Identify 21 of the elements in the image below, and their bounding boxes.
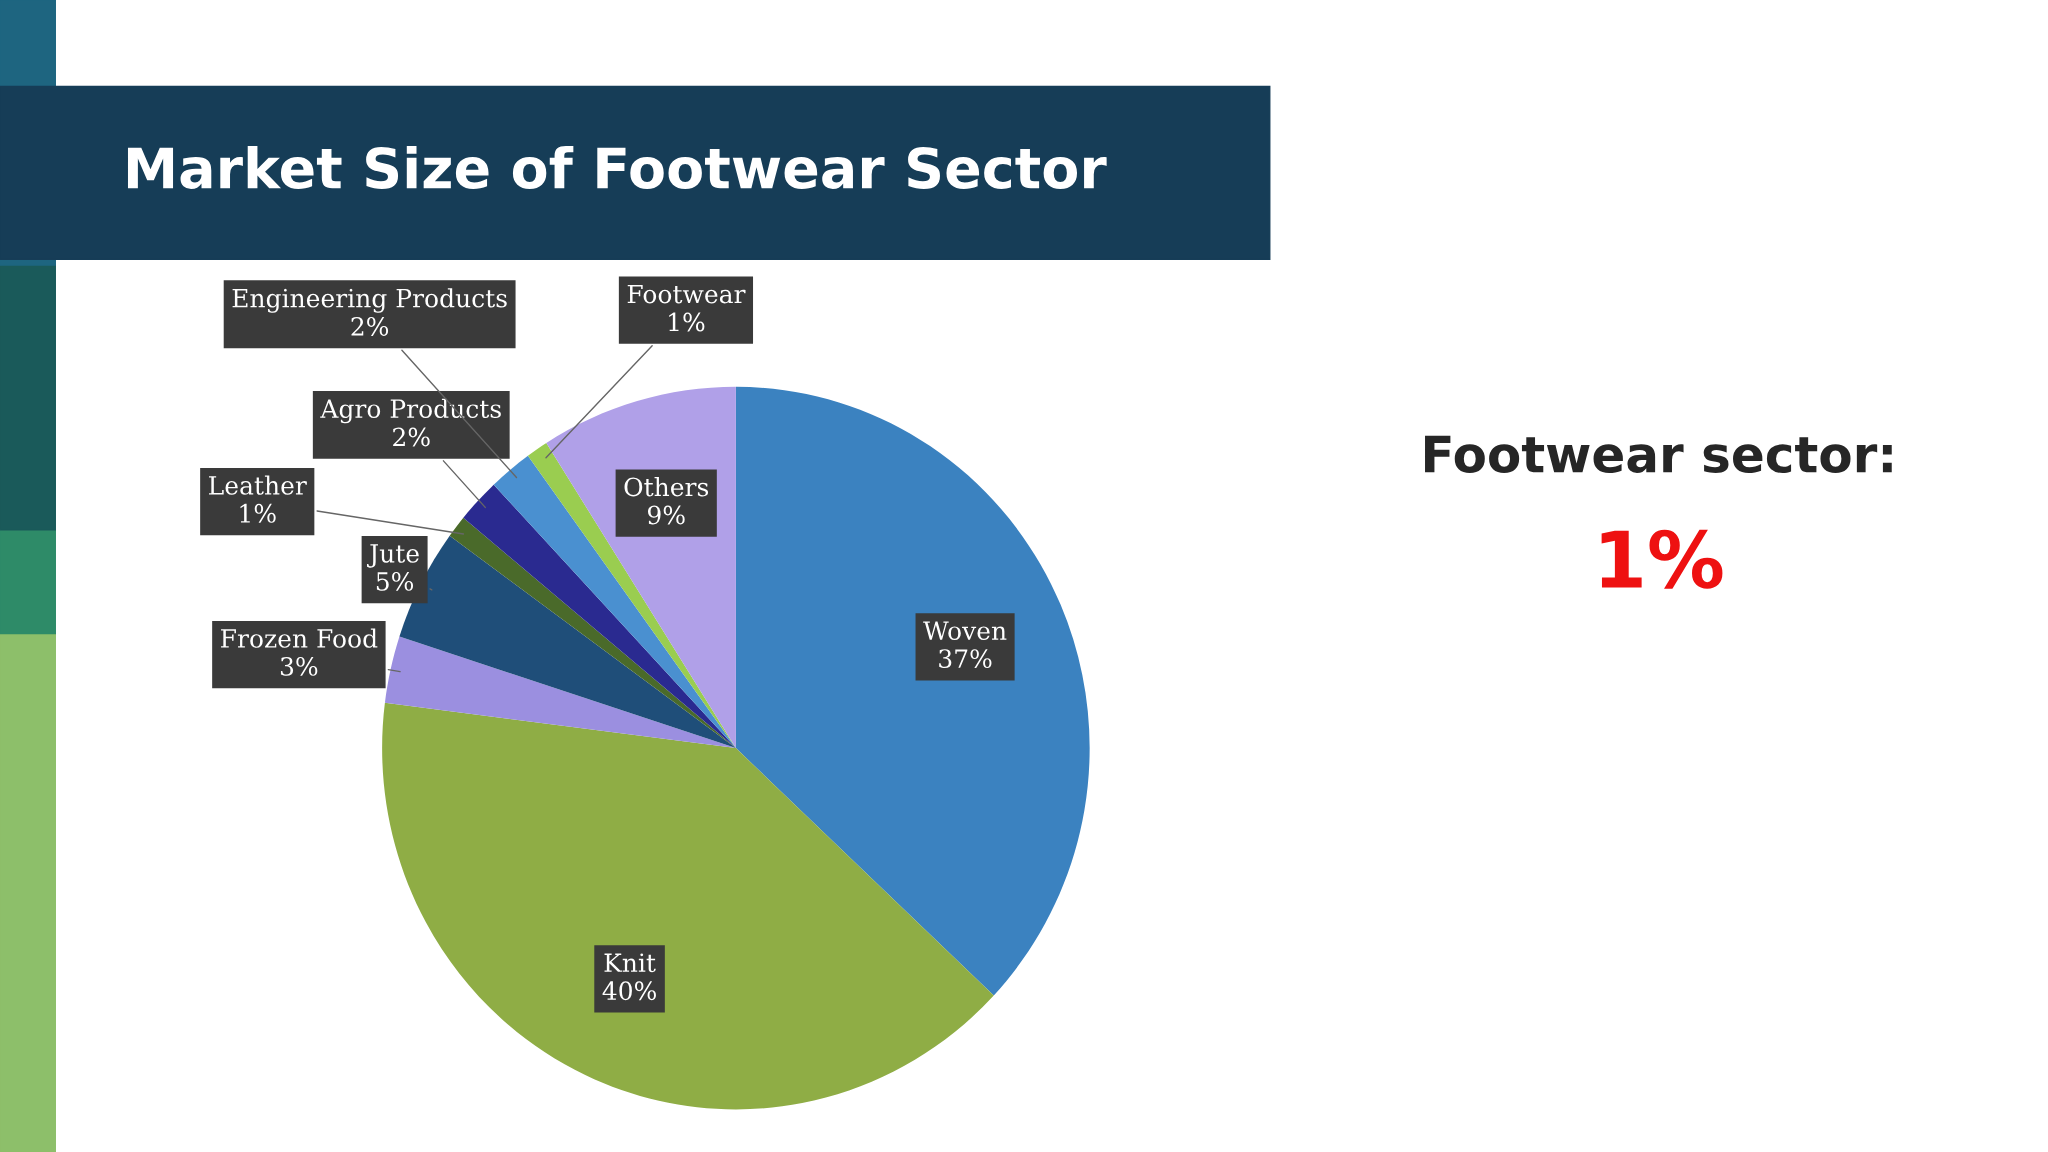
slice-label: Woven <box>923 621 1007 641</box>
data-label: 5% <box>376 571 414 591</box>
slice-label: Others <box>624 477 709 497</box>
data-label: 9% <box>647 505 685 525</box>
data-label: 2% <box>393 427 430 447</box>
slice-label: Frozen Food <box>221 628 378 648</box>
data-label: 2% <box>351 316 389 336</box>
slice-label: Footwear <box>627 284 746 304</box>
chart-title: Market Size of Footwear Sector <box>127 145 1107 189</box>
data-label: 1% <box>240 503 276 523</box>
slice-label: Knit <box>604 953 656 973</box>
slice-label: Agro Products <box>320 398 501 424</box>
slice-label: Jute <box>367 544 419 568</box>
slice-label: Engineering Products <box>232 288 507 313</box>
data-label: 1% <box>669 312 705 332</box>
data-label: 3% <box>280 656 318 676</box>
text: 1% <box>1601 529 1723 589</box>
data-label: 40% <box>602 981 656 1001</box>
data-label: 37% <box>939 649 992 669</box>
text: Footwear sector: <box>1425 435 1892 474</box>
slice-label: Leather <box>209 475 307 495</box>
